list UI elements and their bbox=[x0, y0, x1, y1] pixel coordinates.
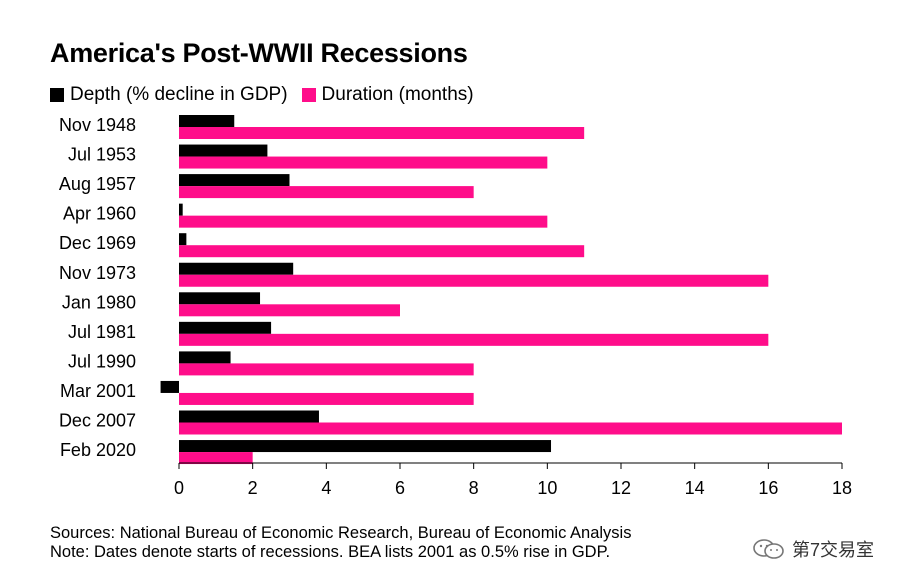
depth-bar bbox=[179, 321, 272, 334]
x-tick-label: 12 bbox=[611, 478, 631, 498]
category-label: Nov 1973 bbox=[59, 263, 136, 283]
depth-bar bbox=[179, 262, 294, 275]
depth-bar bbox=[160, 380, 179, 393]
category-label: Dec 2007 bbox=[59, 411, 136, 431]
watermark: 第7交易室 bbox=[752, 536, 874, 562]
category-label: Mar 2001 bbox=[60, 381, 136, 401]
wechat-icon bbox=[752, 538, 786, 560]
category-label: Jul 1953 bbox=[68, 145, 136, 165]
x-tick-label: 18 bbox=[832, 478, 852, 498]
depth-bar bbox=[179, 203, 183, 216]
x-tick-label: 2 bbox=[248, 478, 258, 498]
x-tick-label: 0 bbox=[174, 478, 184, 498]
duration-bar bbox=[179, 156, 548, 169]
watermark-text: 第7交易室 bbox=[791, 540, 874, 560]
category-label: Aug 1957 bbox=[59, 174, 136, 194]
x-tick-label: 8 bbox=[469, 478, 479, 498]
duration-bar bbox=[179, 274, 769, 287]
depth-bar bbox=[179, 440, 552, 453]
sources-text: Sources: National Bureau of Economic Res… bbox=[50, 524, 632, 542]
legend: Depth (% decline in GDP) Duration (month… bbox=[50, 84, 488, 106]
category-label: Apr 1960 bbox=[63, 204, 136, 224]
duration-bar bbox=[179, 392, 474, 405]
depth-bar bbox=[179, 233, 187, 246]
x-tick-label: 4 bbox=[321, 478, 331, 498]
x-tick-label: 10 bbox=[537, 478, 557, 498]
duration-bar bbox=[179, 422, 842, 435]
chart-footer: Sources: National Bureau of Economic Res… bbox=[50, 524, 631, 562]
duration-bar bbox=[179, 245, 585, 258]
duration-bar bbox=[179, 333, 769, 346]
duration-bar bbox=[179, 452, 253, 465]
x-tick-label: 16 bbox=[758, 478, 778, 498]
category-label: Jul 1990 bbox=[68, 351, 136, 371]
depth-bar bbox=[179, 351, 231, 364]
duration-bar bbox=[179, 304, 400, 317]
duration-bar bbox=[179, 215, 548, 228]
chart-title: America's Post-WWII Recessions bbox=[50, 38, 468, 68]
depth-bar bbox=[179, 115, 235, 127]
depth-bar bbox=[179, 410, 319, 423]
legend-swatch-depth bbox=[50, 88, 64, 102]
category-label: Dec 1969 bbox=[59, 233, 136, 253]
category-label: Nov 1948 bbox=[59, 115, 136, 135]
legend-item-duration: Duration (months) bbox=[301, 84, 474, 106]
duration-bar bbox=[179, 363, 474, 376]
depth-bar bbox=[179, 174, 290, 187]
legend-swatch-duration bbox=[301, 88, 316, 102]
legend-label-depth: Depth (% decline in GDP) bbox=[70, 84, 288, 105]
category-label: Jul 1981 bbox=[68, 322, 136, 342]
duration-bar bbox=[179, 127, 585, 139]
depth-bar bbox=[179, 292, 261, 305]
category-label: Feb 2020 bbox=[60, 440, 136, 460]
legend-label-duration: Duration (months) bbox=[321, 84, 474, 105]
x-tick-label: 6 bbox=[395, 478, 405, 498]
x-tick-label: 14 bbox=[685, 478, 705, 498]
legend-item-depth: Depth (% decline in GDP) bbox=[50, 84, 288, 106]
note-text: Note: Dates denote starts of recessions.… bbox=[50, 543, 611, 561]
duration-bar bbox=[179, 186, 474, 199]
depth-bar bbox=[179, 144, 268, 157]
category-label: Jan 1980 bbox=[62, 292, 136, 312]
